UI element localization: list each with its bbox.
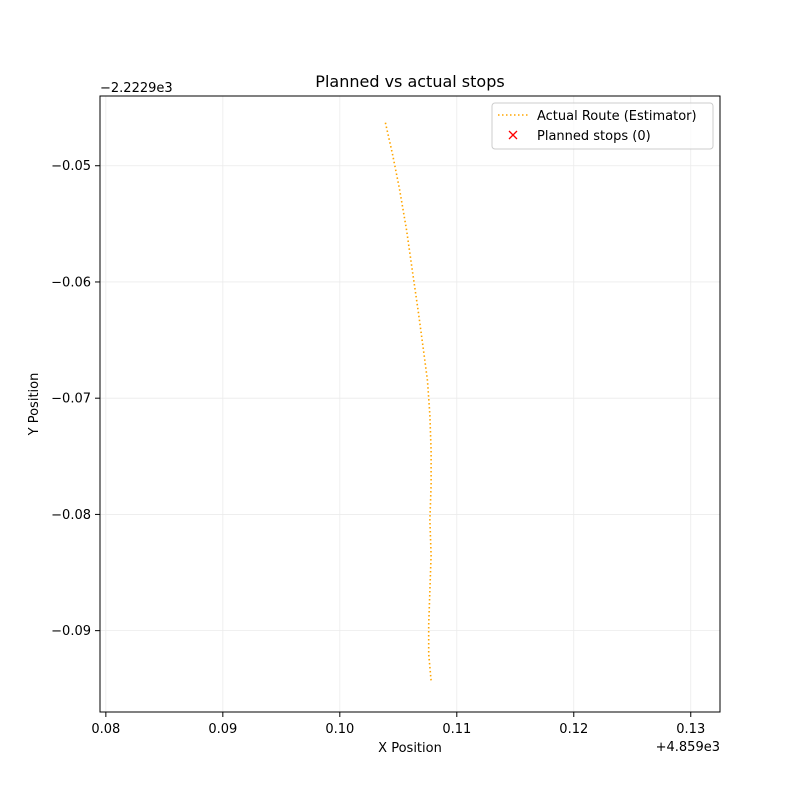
x-axis-label: X Position [378, 741, 442, 756]
grid-layer [100, 96, 720, 712]
chart-title: Planned vs actual stops [315, 72, 504, 91]
x-tick-label: 0.12 [559, 722, 588, 737]
legend-box [491, 102, 714, 150]
y-tick-label: −0.07 [51, 392, 91, 407]
y-tick-label: −0.06 [51, 275, 91, 290]
x-tick-label: 0.10 [325, 722, 354, 737]
y-offset-text: −2.2229e3 [100, 81, 173, 96]
series-line-actual-route [384, 122, 432, 681]
legend-x-marker [508, 130, 518, 140]
x-offset-text: +4.859e3 [656, 740, 720, 755]
legend-label-planned-stops: Planned stops (0) [537, 129, 651, 144]
legend: Actual Route (Estimator) Planned stops (… [491, 102, 714, 150]
x-tick-label: 0.13 [676, 722, 705, 737]
legend-x-glyph [508, 130, 518, 140]
x-tick-label: 0.09 [208, 722, 237, 737]
plot-frame [99, 95, 721, 713]
y-axis-label: Y Position [27, 373, 42, 437]
x-tick-label: 0.11 [442, 722, 471, 737]
ticks-layer: 0.08 0.09 0.10 0.11 0.12 0.13 −0.05 −0.06 −0.07 −… [51, 159, 705, 737]
x-tick-label: 0.08 [91, 722, 120, 737]
y-tick-label: −0.09 [51, 624, 91, 639]
series-layer [384, 122, 432, 681]
legend-label-actual-route: Actual Route (Estimator) [537, 109, 697, 124]
y-tick-label: −0.08 [51, 508, 91, 523]
y-tick-label: −0.05 [51, 159, 91, 174]
